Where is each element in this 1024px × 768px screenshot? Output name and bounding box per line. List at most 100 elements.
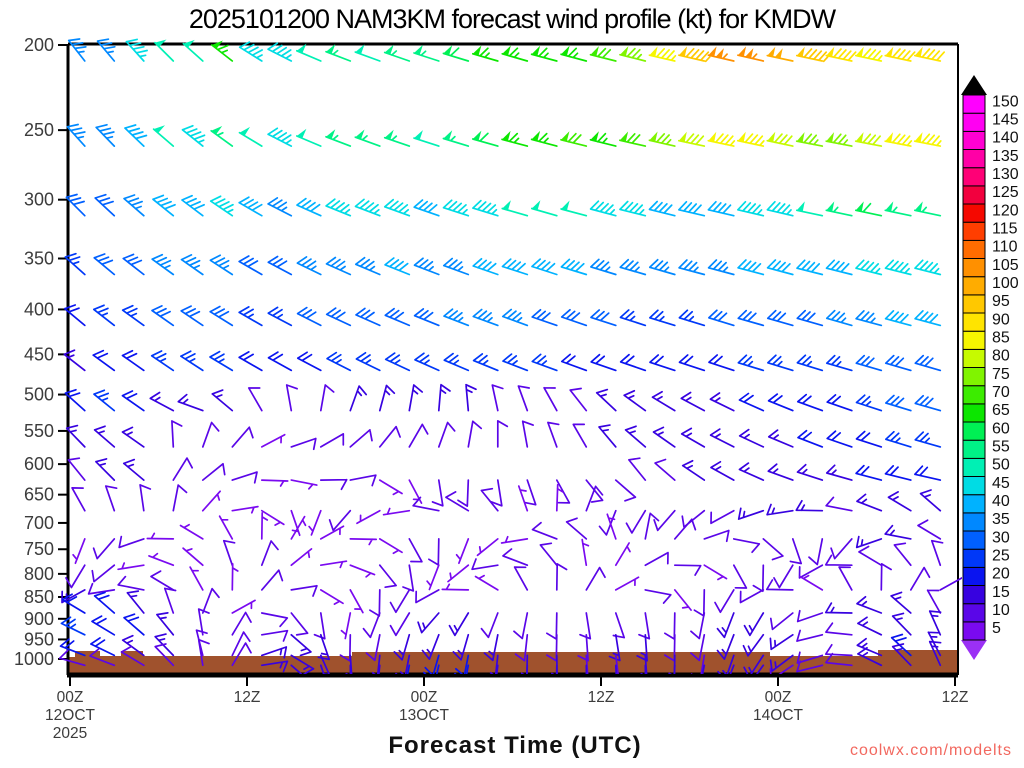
wind-barb: [123, 613, 145, 636]
wind-barb: [585, 485, 604, 512]
wind-barb: [736, 131, 765, 147]
wind-barb: [384, 257, 411, 276]
wind-barb: [579, 612, 592, 640]
wind-barb: [485, 654, 499, 674]
wind-barb: [789, 538, 803, 565]
wind-barb: [313, 612, 326, 640]
wind-barb: [856, 595, 883, 614]
wind-barb: [521, 420, 534, 448]
wind-barb: [590, 353, 617, 372]
wind-barb: [855, 535, 883, 549]
wind-barb: [123, 194, 145, 217]
wind-barb: [825, 652, 853, 667]
wind-barb: [543, 386, 558, 412]
wind-barb: [496, 420, 509, 448]
wind-barb: [171, 420, 183, 448]
colorbar-cell: [962, 330, 986, 350]
wind-barb: [560, 308, 588, 327]
wind-barb: [738, 428, 765, 448]
wind-barb: [707, 46, 735, 62]
wind-barb: [500, 535, 529, 544]
wind-barb: [325, 198, 352, 217]
wind-barb: [472, 308, 499, 327]
wind-barb: [290, 633, 312, 657]
wind-barb: [308, 509, 322, 536]
wind-barb: [732, 538, 761, 554]
watermark-link[interactable]: coolwx.com/modelts: [849, 742, 1012, 759]
wind-barb: [151, 253, 175, 276]
wind-barb: [90, 637, 116, 657]
wind-barb: [743, 654, 765, 674]
wind-barb: [150, 570, 175, 591]
wind-barb: [267, 42, 293, 62]
wind-barb: [769, 612, 794, 631]
wind-barb: [714, 589, 735, 614]
wind-barb: [139, 484, 152, 512]
colorbar-label: 40: [992, 493, 1010, 510]
wind-barb: [530, 130, 558, 147]
wind-barb: [64, 252, 86, 276]
wind-barb: [384, 352, 411, 372]
wind-barb: [891, 643, 912, 667]
colorbar-label: 75: [992, 366, 1010, 383]
colorbar-label: 105: [992, 257, 1019, 274]
wind-barb: [796, 393, 824, 412]
wind-barb: [765, 579, 794, 591]
wind-barb: [423, 654, 440, 674]
wind-barb: [414, 352, 440, 372]
wind-barb: [238, 255, 263, 276]
wind-barb: [197, 638, 210, 667]
wind-barb: [63, 304, 86, 327]
wind-barb: [445, 491, 470, 512]
colorbar-label: 140: [992, 130, 1019, 147]
wind-barb: [796, 309, 824, 327]
wind-barb: [345, 654, 353, 674]
wind-barb: [61, 593, 86, 614]
wind-barb: [452, 633, 470, 661]
wind-barb: [525, 664, 529, 674]
wind-barb: [201, 462, 226, 481]
wind-barb: [349, 385, 368, 412]
wind-barb: [885, 430, 912, 448]
wind-barb: [690, 612, 706, 640]
wind-barb: [93, 253, 116, 276]
wind-barb: [769, 654, 794, 672]
wind-barb: [480, 487, 499, 512]
wind-barb: [209, 254, 234, 276]
wind-barb: [201, 421, 220, 448]
wind-barb: [825, 496, 853, 512]
wind-barb: [649, 309, 676, 327]
wind-barb: [148, 552, 175, 567]
colorbar-over-range-arrow: [961, 75, 987, 95]
wind-barb: [913, 201, 942, 217]
wind-barb: [524, 479, 537, 506]
y-tick-label: 900: [24, 609, 54, 629]
wind-barb: [96, 38, 116, 62]
wind-barb: [247, 387, 263, 412]
wind-barb: [569, 387, 588, 412]
wind-barb: [649, 354, 676, 372]
wind-barb: [231, 631, 251, 657]
y-tick-label: 950: [24, 629, 54, 649]
wind-barb: [218, 515, 234, 540]
wind-barb: [367, 654, 381, 674]
wind-barb: [260, 512, 269, 540]
wind-barb: [628, 457, 647, 481]
wind-barb: [442, 257, 470, 276]
wind-barb: [406, 664, 411, 674]
wind-barb: [126, 590, 145, 614]
wind-barb: [431, 479, 444, 507]
wind-barb: [585, 664, 588, 674]
wind-barb: [513, 612, 529, 640]
wind-barb: [163, 587, 177, 614]
wind-barb: [939, 576, 962, 591]
wind-barb: [179, 523, 204, 540]
wind-barb: [707, 259, 735, 276]
colorbar-label: 20: [992, 566, 1010, 583]
wind-barb: [884, 524, 912, 540]
y-tick-label: 1000: [14, 649, 54, 669]
wind-barb: [383, 44, 411, 62]
wind-barb: [855, 310, 883, 327]
wind-barb: [560, 353, 588, 372]
